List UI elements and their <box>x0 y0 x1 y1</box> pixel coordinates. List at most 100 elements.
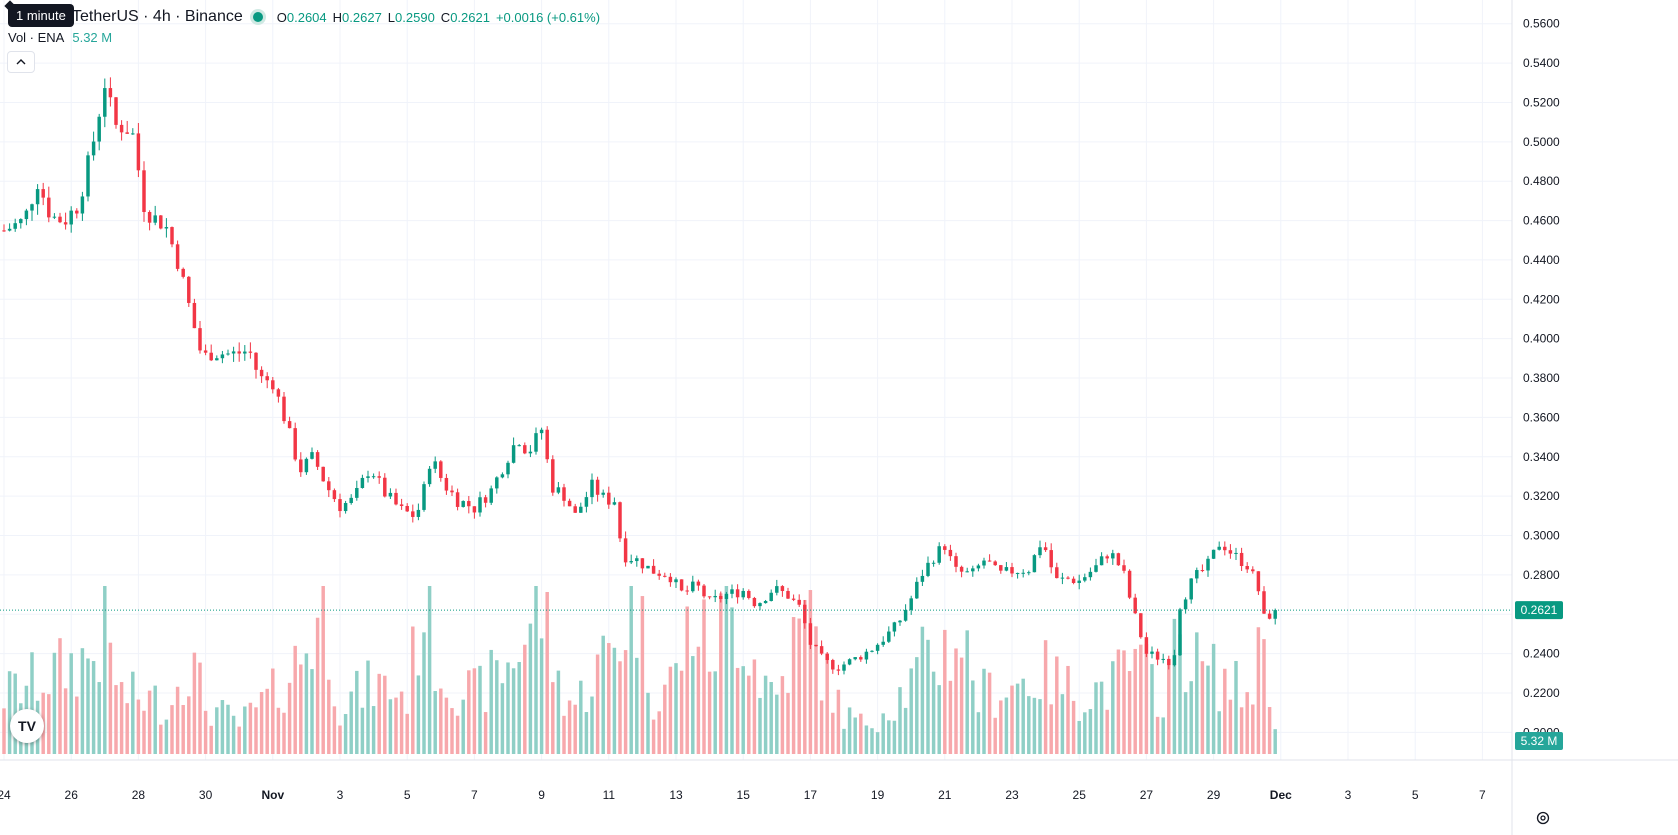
volume-bar <box>707 671 712 754</box>
candle-body <box>926 562 930 576</box>
volume-bar <box>30 652 34 754</box>
candle-body <box>226 353 230 355</box>
volume-bar <box>495 660 499 754</box>
volume-bar <box>506 662 510 754</box>
candle-body <box>1139 613 1143 638</box>
volume-value: 5.32 M <box>72 30 113 45</box>
volume-bar <box>719 593 723 754</box>
price-tick-label: 0.4400 <box>1523 253 1560 267</box>
candle-body <box>1262 591 1266 614</box>
candle-body <box>1211 549 1216 559</box>
collapse-legend-button[interactable] <box>7 51 35 73</box>
volume-bar <box>623 650 628 754</box>
candle-body <box>870 650 874 652</box>
volume-legend[interactable]: Vol · ENA 5.32 M <box>8 30 112 45</box>
candle-body <box>416 509 421 517</box>
last-price-badge-text: 0.2621 <box>1521 603 1558 617</box>
candle-body <box>635 558 639 562</box>
candle-body <box>86 155 90 197</box>
volume-bar <box>1099 681 1104 754</box>
volume-bar <box>394 697 398 754</box>
candle-body <box>1183 599 1188 610</box>
volume-bar <box>422 632 426 754</box>
candle-body <box>91 141 96 156</box>
candle-body <box>1206 558 1210 571</box>
candle-body <box>1256 571 1261 592</box>
candle-body <box>551 459 555 493</box>
volume-bar <box>500 683 505 754</box>
candle-body <box>808 623 813 645</box>
volume-bar <box>1251 704 1255 754</box>
volume-bar <box>1004 697 1009 754</box>
time-tick-label: 3 <box>337 788 344 802</box>
candle-body <box>383 477 387 497</box>
candle-body <box>142 170 146 212</box>
volume-bar <box>920 626 925 754</box>
time-tick-label: 26 <box>65 788 79 802</box>
candle-body <box>24 210 29 220</box>
candle-body <box>13 223 17 229</box>
candle-body <box>495 477 499 489</box>
candle-body <box>786 591 790 599</box>
settings-gear-icon[interactable] <box>1533 808 1553 828</box>
volume-bar <box>1066 665 1070 754</box>
volume-bar <box>819 700 824 754</box>
volume-bar <box>612 647 617 754</box>
candle-body <box>2 230 6 232</box>
candle-body <box>1099 556 1104 566</box>
volume-bar <box>467 670 471 754</box>
candle-body <box>1105 556 1109 559</box>
candle-body <box>203 350 208 353</box>
volume-bar <box>747 675 751 754</box>
volume-bar <box>63 688 68 754</box>
interval-tooltip: 1 minute <box>8 4 74 27</box>
volume-bar <box>1217 711 1221 754</box>
volume-bar <box>450 708 454 754</box>
volume-bar <box>651 719 656 754</box>
candle-body <box>909 598 913 610</box>
volume-bar <box>1083 712 1087 754</box>
volume-bar <box>444 697 449 754</box>
time-tick-label: 17 <box>804 788 818 802</box>
volume-bar <box>724 586 729 754</box>
volume-bar <box>545 592 549 754</box>
volume-bar <box>943 629 947 754</box>
volume-bar <box>590 696 594 754</box>
volume-bar <box>321 586 325 754</box>
volume-bar <box>1032 697 1037 754</box>
candle-body <box>377 476 381 478</box>
candle-body <box>567 500 572 507</box>
volume-bar <box>635 657 639 754</box>
volume-bar <box>175 686 180 754</box>
candle-body <box>1178 609 1182 656</box>
volume-bar <box>377 673 381 754</box>
candle-body <box>455 492 460 507</box>
candle-body <box>7 228 12 231</box>
volume-bar <box>2 708 6 754</box>
volume-bar <box>1144 643 1149 754</box>
volume-bar <box>159 724 163 754</box>
volume-bar <box>405 713 409 754</box>
symbol-title[interactable]: TetherUS · 4h · Binance <box>72 8 243 25</box>
candle-body <box>170 227 174 245</box>
low-value: 0.2590 <box>395 9 435 25</box>
candle-body <box>803 604 807 624</box>
candle-body <box>1167 658 1171 666</box>
candle-body <box>472 506 477 513</box>
volume-bar <box>1105 709 1109 754</box>
candle-body <box>30 204 34 211</box>
candle-body <box>483 497 488 503</box>
candle-body <box>103 88 107 117</box>
candle-body <box>388 492 393 497</box>
volume-bar <box>142 710 146 754</box>
volume-bar <box>1206 665 1210 754</box>
tradingview-logo[interactable]: TV <box>10 709 44 743</box>
volume-bar <box>551 682 555 754</box>
candle-body <box>976 565 981 569</box>
candle-body <box>517 445 521 447</box>
high-value: 0.2627 <box>342 9 382 25</box>
volume-bar <box>1043 640 1048 754</box>
price-tick-label: 0.4800 <box>1523 174 1560 188</box>
volume-bar <box>993 717 997 754</box>
